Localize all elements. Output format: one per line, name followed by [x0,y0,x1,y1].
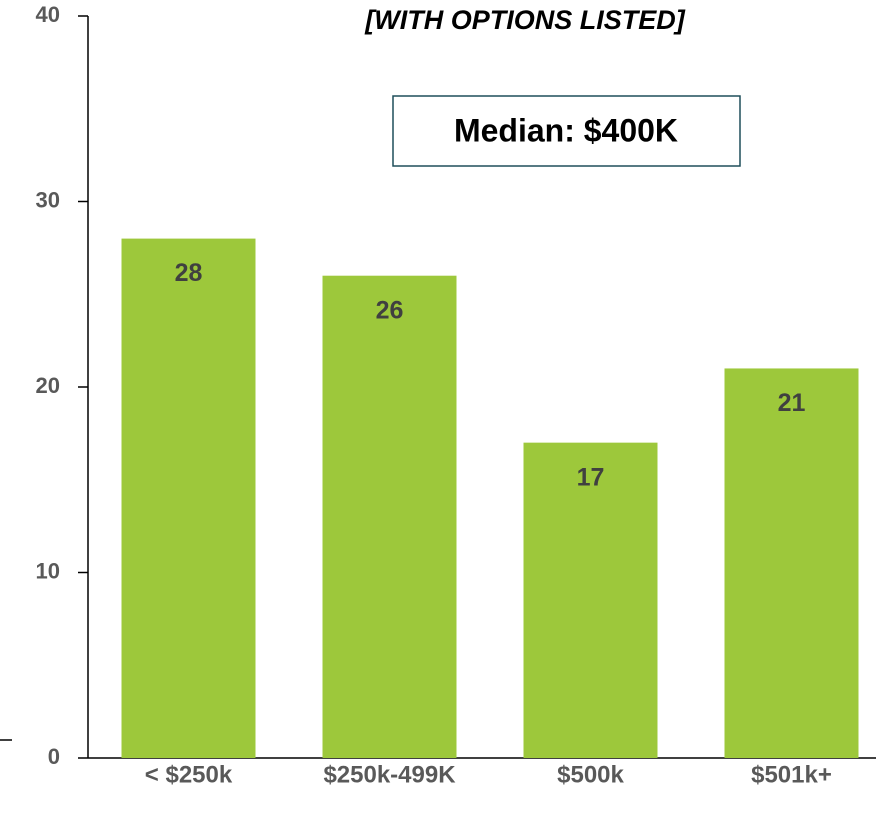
x-tick-label: $500k [557,761,624,788]
bar [322,275,457,758]
x-tick-label: < $250k [145,761,233,788]
y-tick-label: 40 [36,2,60,27]
x-tick-label: $501k+ [751,761,832,788]
bar [523,442,658,758]
y-tick-label: 10 [36,558,60,583]
value-label: 17 [577,463,605,491]
x-tick-label: $250k-499K [323,761,456,788]
value-label: 21 [778,389,806,417]
annotation: Median: $400K [454,112,678,148]
y-tick-label: 0 [48,744,60,769]
bar [121,238,256,759]
chart-title: [WITH OPTIONS LISTED] [364,5,685,35]
value-label: 26 [376,296,404,324]
y-tick-label: 30 [36,187,60,212]
value-label: 28 [175,259,203,287]
bar [724,368,859,758]
y-tick-label: 20 [36,373,60,398]
annotation-box [392,95,741,167]
